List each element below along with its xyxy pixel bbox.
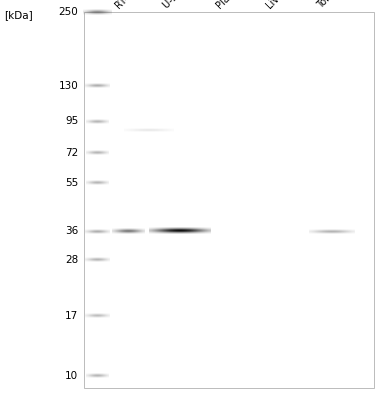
Text: 55: 55 (65, 178, 78, 188)
Text: Liver: Liver (264, 0, 288, 10)
Text: 28: 28 (65, 255, 78, 265)
Text: 95: 95 (65, 116, 78, 126)
Text: Tonsil: Tonsil (316, 0, 342, 10)
Text: 17: 17 (65, 311, 78, 321)
Text: RT-4: RT-4 (113, 0, 135, 10)
Text: 72: 72 (65, 148, 78, 158)
Text: Plasma: Plasma (214, 0, 246, 10)
Text: 36: 36 (65, 226, 78, 236)
Text: [kDa]: [kDa] (4, 10, 32, 20)
Bar (84, 12, 374, 388)
Text: U-251 MG: U-251 MG (161, 0, 202, 10)
Text: 130: 130 (58, 81, 78, 91)
Text: 250: 250 (58, 7, 78, 17)
Text: 10: 10 (65, 371, 78, 381)
